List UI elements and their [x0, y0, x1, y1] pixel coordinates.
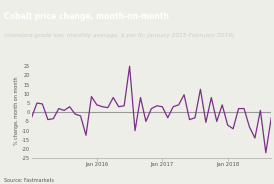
Text: Cobalt price change, month-on-month: Cobalt price change, month-on-month — [4, 12, 169, 21]
Text: Source: Fastmarkets: Source: Fastmarkets — [4, 178, 54, 183]
Text: (standard-grade low, monthly average, $ per lb; January 2015-February 2019): (standard-grade low, monthly average, $ … — [4, 33, 234, 38]
Y-axis label: % change, month on month: % change, month on month — [14, 76, 19, 145]
